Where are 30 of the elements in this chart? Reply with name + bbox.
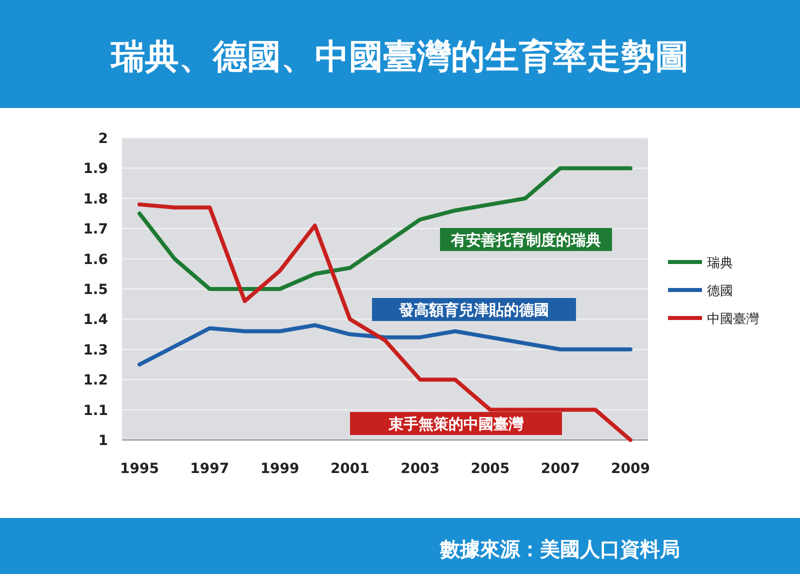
y-tick-label: 2: [98, 131, 108, 147]
x-tick-label: 2007: [540, 461, 580, 477]
y-tick-label: 1.7: [83, 222, 108, 238]
y-tick-label: 1.6: [83, 252, 108, 268]
annotation: 發高額育兒津貼的德國: [398, 301, 549, 319]
y-tick-label: 1.2: [83, 372, 108, 389]
annotation: 有安善托育制度的瑞典: [450, 231, 601, 249]
y-tick-label: 1.5: [83, 282, 108, 298]
x-tick-label: 2009: [610, 461, 650, 477]
x-tick-label: 1995: [120, 461, 160, 477]
annotation: 束手無策的中國臺灣: [388, 415, 524, 433]
x-tick-label: 1997: [190, 461, 230, 477]
y-tick-label: 1: [98, 433, 108, 449]
x-tick-label: 1999: [260, 461, 300, 477]
y-tick-label: 1.9: [83, 161, 108, 178]
line-series: [138, 166, 632, 291]
legend-label: 瑞典: [707, 256, 733, 271]
line-series: [138, 202, 632, 442]
y-tick-label: 1.8: [83, 191, 108, 208]
legend-label: 中國臺灣: [707, 312, 759, 327]
x-tick-label: 2001: [330, 461, 370, 477]
x-tick-label: 2003: [400, 461, 440, 477]
x-tick-label: 2005: [470, 461, 510, 477]
y-tick-label: 1.4: [83, 312, 108, 328]
text: 數據來源：美國人口資料局: [439, 537, 680, 561]
chart-title: 瑞典、德國、中國臺灣的生育率走勢圖: [109, 37, 689, 77]
legend-label: 德國: [707, 284, 733, 299]
y-tick-label: 1.1: [83, 402, 108, 419]
y-tick-label: 1.3: [83, 342, 108, 358]
line-series: [138, 323, 632, 366]
